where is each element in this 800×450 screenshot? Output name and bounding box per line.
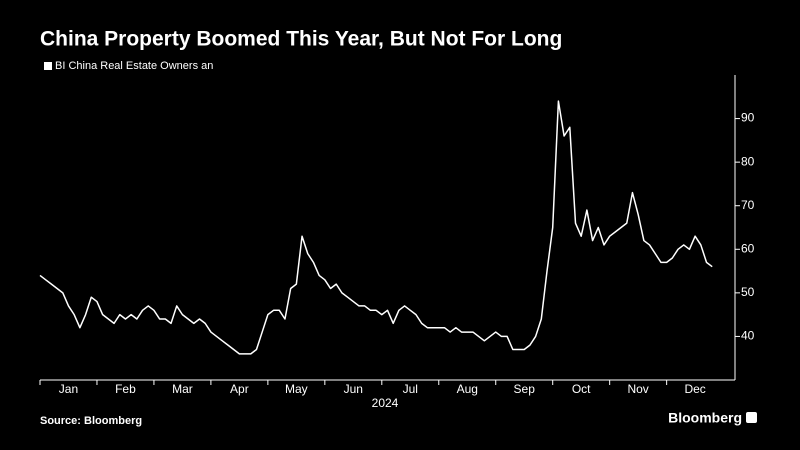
y-tick-label: 80 <box>741 154 755 168</box>
x-axis-label: 2024 <box>372 396 399 410</box>
source: Source: Bloomberg <box>40 415 142 427</box>
x-tick-label: Mar <box>172 382 193 396</box>
x-tick-label: Dec <box>684 382 705 396</box>
brand: Bloomberg <box>668 410 742 426</box>
x-tick-label: Jan <box>59 382 78 396</box>
line <box>39 100 713 355</box>
x-tick-label: Jul <box>403 382 418 396</box>
x-tick-label: May <box>285 382 308 396</box>
chart-title: China Property Boomed This Year, But Not… <box>40 28 562 51</box>
x-tick-label: Feb <box>115 382 136 396</box>
x-tick-label: Sep <box>514 382 536 396</box>
brand-icon <box>746 412 757 423</box>
y-tick-label: 40 <box>741 329 755 343</box>
x-tick-label: Jun <box>344 382 363 396</box>
y-tick-label: 60 <box>741 241 755 255</box>
legend-label: BI China Real Estate Owners an <box>55 60 213 72</box>
x-tick-label: Apr <box>230 382 249 396</box>
x-tick-label: Aug <box>457 382 478 396</box>
legend-swatch <box>44 62 52 70</box>
y-tick-label: 50 <box>741 285 755 299</box>
y-tick-label: 70 <box>741 198 755 212</box>
x-tick-label: Nov <box>627 382 648 396</box>
y-tick-label: 90 <box>741 111 755 125</box>
x-tick-label: Oct <box>572 382 591 396</box>
